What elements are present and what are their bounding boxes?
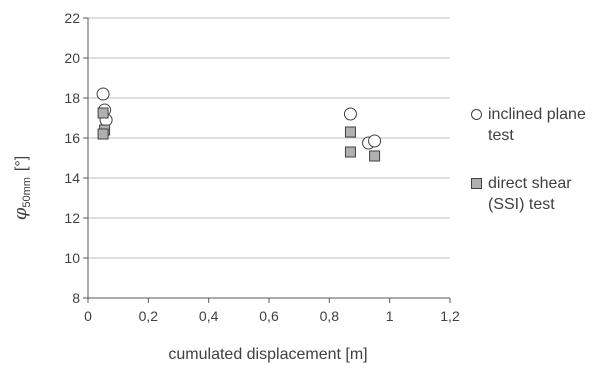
- circle-marker-icon: [471, 109, 482, 120]
- x-tick-label: 0: [84, 308, 92, 324]
- x-axis-title: cumulated displacement [m]: [168, 346, 367, 363]
- y-axis-title: φ50mm [°]: [10, 156, 33, 220]
- inclined-plane-point: [368, 134, 382, 148]
- y-tick-label: 10: [64, 250, 80, 266]
- direct-shear-point: [344, 126, 356, 138]
- legend-item-direct-shear: direct shear (SSI) test: [470, 173, 611, 215]
- y-tick-label: 8: [72, 290, 80, 306]
- y-tick-label: 12: [64, 210, 80, 226]
- y-axis-subscript: 50mm: [21, 177, 33, 208]
- legend-label-line2: test: [488, 127, 514, 144]
- x-tick-label: 0,4: [199, 308, 219, 324]
- direct-shear-point: [97, 107, 109, 119]
- y-tick-label: 18: [64, 90, 80, 106]
- legend-label-line2: (SSI) test: [488, 196, 555, 213]
- direct-shear-point: [344, 146, 356, 158]
- legend: inclined plane test direct shear (SSI) t…: [470, 104, 611, 242]
- x-tick-label: 1,2: [440, 308, 460, 324]
- gridlines: [88, 17, 450, 259]
- y-axis-unit: [°]: [13, 156, 30, 171]
- direct-shear-point: [369, 150, 381, 162]
- y-tick-label: 22: [64, 10, 80, 26]
- x-tick-label: 0,2: [139, 308, 159, 324]
- x-tick-label: 0,6: [259, 308, 279, 324]
- x-tick-label: 1: [386, 308, 394, 324]
- data-points: [96, 87, 382, 162]
- inclined-plane-point: [96, 87, 110, 101]
- legend-label-line1: direct shear: [488, 175, 572, 192]
- direct-shear-point: [97, 128, 109, 140]
- legend-item-inclined-plane: inclined plane test: [470, 104, 611, 146]
- legend-label-line1: inclined plane: [488, 106, 586, 123]
- y-tick-label: 14: [64, 170, 80, 186]
- square-marker-icon: [471, 178, 482, 189]
- y-tick-label: 16: [64, 130, 80, 146]
- x-tick-label: 0,8: [320, 308, 340, 324]
- y-tick-label: 20: [64, 50, 80, 66]
- x-tick-labels: 0 0,2 0,4 0,6 0,8 1 1,2: [84, 308, 460, 324]
- y-axis-symbol: φ: [10, 207, 31, 220]
- axes: [83, 17, 451, 303]
- y-tick-labels: 8 10 12 14 16 18 20 22: [64, 10, 80, 306]
- inclined-plane-point: [343, 107, 357, 121]
